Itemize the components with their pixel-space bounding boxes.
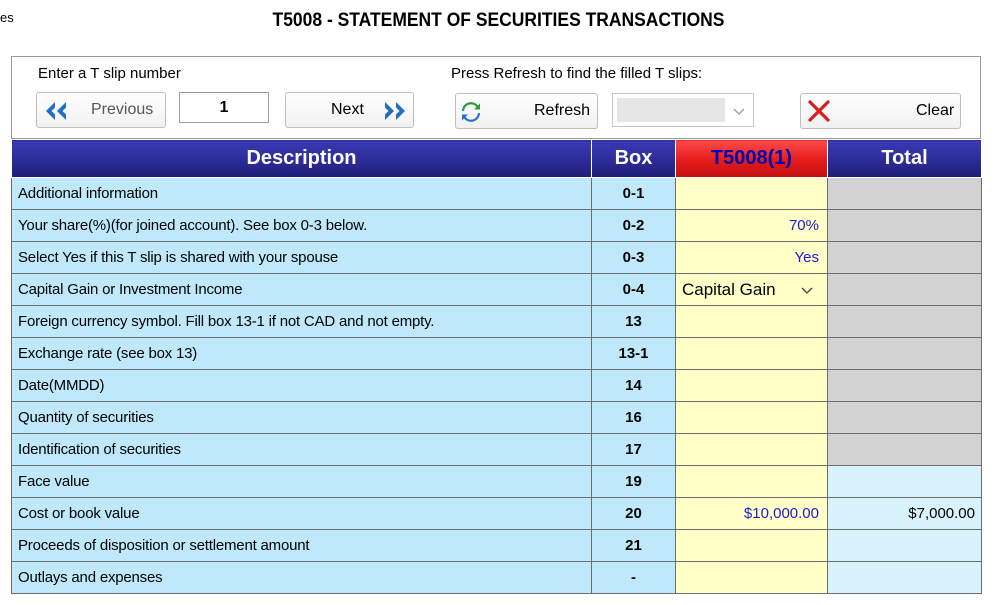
row-description: Quantity of securities [11,401,592,434]
double-chevron-right-icon [382,100,408,127]
row-box-number: 0-3 [591,241,676,274]
row-t5008-value[interactable] [675,177,828,210]
tslip-number-input[interactable]: 1 [179,92,269,123]
row-total [827,241,982,274]
income-type-select[interactable]: Capital Gain [675,273,828,306]
select-wrap: Capital Gain [677,279,820,300]
row-t5008-value[interactable] [675,305,828,338]
row-t5008-value[interactable] [675,433,828,466]
row-total [827,177,982,210]
refresh-hint-label: Press Refresh to find the filled T slips… [451,65,703,82]
row-description: Cost or book value [11,497,592,530]
row-total: $7,000.00 [827,497,982,530]
next-button-label: Next [331,101,364,118]
refresh-icon [460,101,482,128]
row-total [827,209,982,242]
close-icon [807,99,831,128]
row-description: Proceeds of disposition or settlement am… [11,529,592,562]
row-description: Capital Gain or Investment Income [11,273,592,306]
filled-tslips-dropdown[interactable] [612,93,754,127]
row-t5008-value[interactable] [675,561,828,594]
table-row: Select Yes if this T slip is shared with… [11,241,982,274]
row-description: Identification of securities [11,433,592,466]
row-total [827,529,982,562]
row-total [827,401,982,434]
row-total [827,305,982,338]
page-title: T5008 - STATEMENT OF SECURITIES TRANSACT… [272,10,725,31]
double-chevron-left-icon [43,100,69,127]
row-total [827,337,982,370]
row-description: Exchange rate (see box 13) [11,337,592,370]
clear-button-label: Clear [916,102,955,119]
table-row: Additional information 0-1 [11,177,982,210]
dropdown-value [617,98,725,122]
row-total [827,561,982,594]
table-row: Face value 19 [11,465,982,498]
row-box-number: 14 [591,369,676,402]
row-total [827,369,982,402]
table-header-row: Description Box T5008(1) Total [11,139,982,178]
refresh-button-label: Refresh [534,102,591,119]
row-box-number: 13-1 [591,337,676,370]
chevron-down-icon [801,280,813,300]
row-box-number: 0-2 [591,209,676,242]
row-box-number: 0-4 [591,273,676,306]
row-box-number: 19 [591,465,676,498]
chevron-down-icon [733,103,745,121]
next-button[interactable]: Next [285,92,414,128]
table-row: Date(MMDD) 14 [11,369,982,402]
table-row: Outlays and expenses - [11,561,982,594]
row-description: Your share(%)(for joined account). See b… [11,209,592,242]
row-total [827,433,982,466]
row-description: Date(MMDD) [11,369,592,402]
row-description: Select Yes if this T slip is shared with… [11,241,592,274]
row-total [827,465,982,498]
row-box-number: 13 [591,305,676,338]
row-box-number: 0-1 [591,177,676,210]
row-box-number: 16 [591,401,676,434]
row-box-number: 21 [591,529,676,562]
row-box-number: 20 [591,497,676,530]
enter-tslip-label: Enter a T slip number [38,65,181,82]
table-row: Capital Gain or Investment Income 0-4 Capi… [11,273,982,306]
row-t5008-value[interactable]: Yes [675,241,828,274]
row-description: Face value [11,465,592,498]
row-t5008-value[interactable] [675,369,828,402]
row-t5008-value[interactable]: 70% [675,209,828,242]
description-header: Description [11,139,592,178]
row-total [827,273,982,306]
table-row: Foreign currency symbol. Fill box 13-1 i… [11,305,982,338]
clear-button[interactable]: Clear [800,93,961,129]
table-row: Cost or book value 20 $10,000.00 $7,000.00 [11,497,982,530]
row-t5008-value[interactable]: $10,000.00 [675,497,828,530]
securities-table: Description Box T5008(1) Total Additiona… [11,139,982,594]
row-t5008-value[interactable] [675,529,828,562]
table-row: Your share(%)(for joined account). See b… [11,209,982,242]
t5008-header: T5008(1) [675,139,828,178]
row-t5008-value[interactable] [675,337,828,370]
table-row: Identification of securities 17 [11,433,982,466]
select-value: Capital Gain [682,279,776,299]
tslip-toolbar: Enter a T slip number Press Refresh to f… [11,56,981,139]
row-description: Outlays and expenses [11,561,592,594]
total-header: Total [827,139,982,178]
table-row: Proceeds of disposition or settlement am… [11,529,982,562]
previous-button[interactable]: Previous [36,92,166,128]
box-header: Box [591,139,676,178]
previous-button-label: Previous [91,101,154,118]
table-row: Exchange rate (see box 13) 13-1 [11,337,982,370]
table-row: Quantity of securities 16 [11,401,982,434]
row-t5008-value[interactable] [675,401,828,434]
row-description: Additional information [11,177,592,210]
refresh-button[interactable]: Refresh [455,93,598,129]
cropped-text: es [0,10,14,25]
row-box-number: 17 [591,433,676,466]
row-t5008-value[interactable] [675,465,828,498]
row-box-number: - [591,561,676,594]
row-description: Foreign currency symbol. Fill box 13-1 i… [11,305,592,338]
